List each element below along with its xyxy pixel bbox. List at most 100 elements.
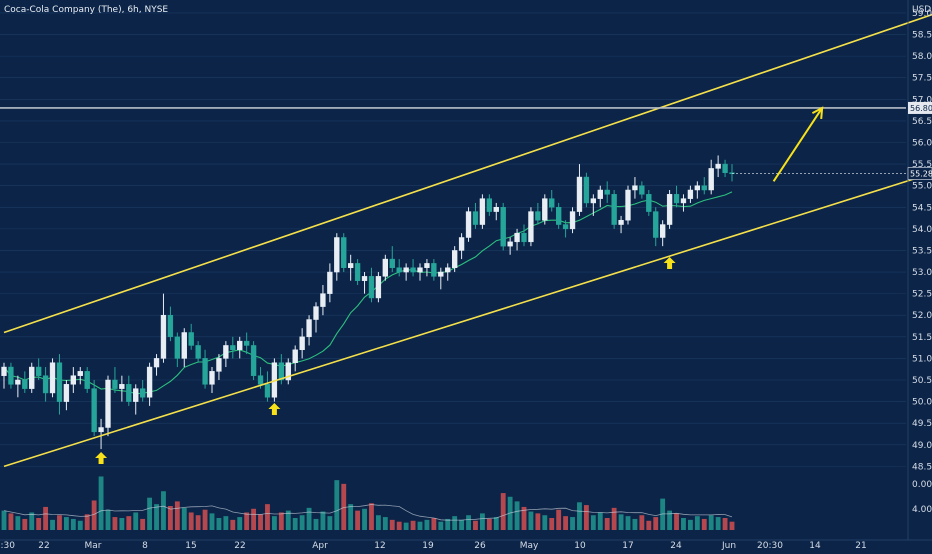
- candle: [285, 358, 291, 385]
- volume-bar: [327, 516, 333, 530]
- candle-body: [569, 211, 576, 230]
- volume-bar: [126, 516, 132, 530]
- candle-body: [56, 362, 63, 402]
- candle-body: [306, 319, 312, 338]
- time-tick-label: 20:30: [757, 541, 783, 550]
- price-tick-label: 52.00: [912, 311, 932, 321]
- candle: [396, 259, 402, 277]
- candle: [438, 267, 444, 290]
- price-tick-label: 53.00: [912, 268, 932, 278]
- candle-body: [354, 263, 361, 281]
- volume-bar: [410, 520, 416, 530]
- candle: [243, 332, 250, 355]
- candle-body: [597, 189, 603, 199]
- candle-body: [216, 358, 222, 372]
- candle: [410, 259, 416, 277]
- volume-bar: [1, 510, 7, 530]
- price-tick-label: 54.00: [912, 225, 932, 235]
- candle: [500, 202, 506, 251]
- candle-body: [243, 340, 250, 346]
- price-tick-label: 51.50: [912, 333, 932, 343]
- volume-bar: [251, 508, 257, 530]
- candle: [653, 207, 659, 247]
- candle-body: [535, 211, 541, 221]
- volume-bar: [216, 518, 222, 530]
- candle: [375, 272, 382, 303]
- candle-body: [701, 185, 707, 191]
- candle: [112, 367, 118, 393]
- resistance-price-badge: [908, 101, 932, 114]
- candle: [334, 233, 340, 281]
- time-tick-label: Mar: [85, 541, 102, 550]
- candle-body: [542, 198, 548, 221]
- currency-label: USD: [912, 5, 931, 15]
- volume-bar: [348, 504, 354, 530]
- volume-bar: [223, 516, 229, 530]
- candle-body: [313, 306, 319, 320]
- candle: [590, 194, 597, 216]
- candle: [42, 367, 49, 402]
- candle-body: [22, 379, 28, 389]
- candle: [611, 190, 617, 229]
- volume-bar: [174, 501, 180, 530]
- candle-body: [146, 366, 153, 398]
- price-tick-label: 58.50: [912, 31, 932, 41]
- candle-body: [35, 366, 42, 376]
- price-tick-label: 50.50: [912, 376, 932, 386]
- candle-body: [63, 384, 70, 402]
- candle-body: [188, 332, 194, 346]
- candle: [472, 202, 479, 229]
- volume-bar: [119, 518, 125, 530]
- candlesticks: [1, 155, 735, 450]
- price-tick-label: 51.00: [912, 354, 932, 364]
- volume-bar: [535, 513, 541, 530]
- candle-body: [42, 375, 49, 394]
- candle: [63, 380, 70, 411]
- candle-body: [417, 267, 423, 273]
- candle: [327, 263, 333, 303]
- candle: [451, 246, 458, 273]
- candle-body: [632, 185, 638, 191]
- volume-bar: [382, 517, 388, 530]
- candle-body: [618, 219, 624, 225]
- support-arrow-icon: [268, 403, 281, 415]
- volume-bar: [542, 515, 548, 530]
- candle: [659, 220, 666, 247]
- volume-bar: [320, 511, 326, 530]
- candle: [167, 306, 174, 342]
- candle-body: [507, 241, 513, 247]
- time-tick-label: 15: [185, 541, 196, 550]
- price-tick-label: 57.00: [912, 95, 932, 105]
- volume-bar: [583, 505, 589, 530]
- candle: [49, 358, 56, 398]
- candle-body: [264, 384, 271, 398]
- candle: [486, 194, 493, 216]
- volume-bar: [244, 512, 250, 530]
- candle: [264, 371, 271, 402]
- candle: [77, 367, 83, 385]
- candle-body: [119, 384, 125, 389]
- volume-bar: [389, 519, 395, 530]
- candle: [576, 164, 583, 216]
- volume-bar: [466, 515, 471, 530]
- candle: [91, 380, 97, 437]
- candle: [555, 202, 562, 229]
- volume-bar: [84, 514, 90, 530]
- candle-body: [646, 194, 652, 212]
- candle: [22, 371, 28, 393]
- candle: [542, 194, 548, 225]
- volume-bar: [161, 491, 166, 530]
- candle-body: [91, 388, 97, 433]
- volume-bar: [98, 476, 104, 530]
- candle: [105, 375, 111, 437]
- candle-body: [237, 340, 243, 351]
- projection-arrow: [772, 107, 823, 182]
- candle-body: [230, 345, 236, 351]
- volume-bar: [473, 520, 478, 530]
- candle: [368, 267, 375, 303]
- price-tick-label: 57.50: [912, 74, 932, 84]
- volume-tick-label: 0.00: [912, 480, 932, 490]
- volume-bar: [618, 514, 624, 530]
